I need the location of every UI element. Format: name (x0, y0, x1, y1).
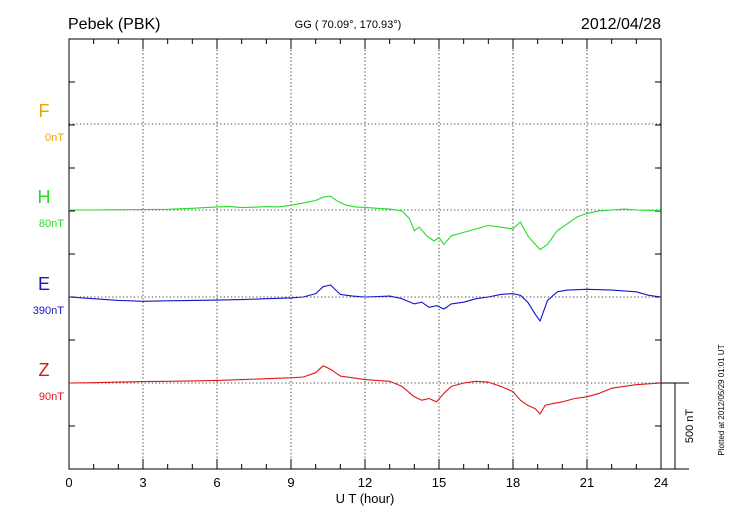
x-tick-labels: 0 3 6 9 12 15 18 21 24 (65, 475, 668, 490)
series-offset-z: 90nT (39, 391, 64, 403)
x-tick-label: 3 (139, 475, 146, 490)
traces (68, 195, 662, 415)
series-offset-h: 80nT (39, 218, 64, 230)
series-name-h: H (38, 187, 51, 207)
grid (69, 39, 661, 469)
x-tick-label: 12 (358, 475, 372, 490)
x-axis-label: U T (hour) (336, 491, 395, 506)
series-labels: F 0nT H 80nT E 390nT Z 90nT (33, 101, 64, 403)
station-title: Pebek (PBK) (68, 16, 160, 33)
trace-h (69, 195, 662, 251)
x-tick-label: 18 (506, 475, 520, 490)
x-tick-label: 0 (65, 475, 72, 490)
series-name-f: F (39, 101, 50, 121)
chart-date: 2012/04/28 (581, 16, 661, 33)
x-tick-label: 24 (654, 475, 668, 490)
axis-ticks (68, 39, 662, 469)
scale-bar: 500 nT (661, 382, 696, 470)
series-name-z: Z (39, 360, 50, 380)
station-coordinates: GG ( 70.09°, 170.93°) (295, 19, 402, 31)
scale-bar-label: 500 nT (684, 409, 696, 444)
series-offset-e: 390nT (33, 305, 64, 317)
x-tick-label: 9 (287, 475, 294, 490)
trace-z (68, 365, 662, 415)
x-tick-label: 21 (580, 475, 594, 490)
trace-e (68, 284, 662, 322)
series-name-e: E (38, 274, 50, 294)
plotted-timestamp: Plotted at 2012/05/29 01:01 UT (717, 344, 726, 455)
plot-frame (68, 38, 662, 470)
x-tick-label: 15 (432, 475, 446, 490)
x-tick-label: 6 (213, 475, 220, 490)
series-offset-f: 0nT (45, 132, 64, 144)
